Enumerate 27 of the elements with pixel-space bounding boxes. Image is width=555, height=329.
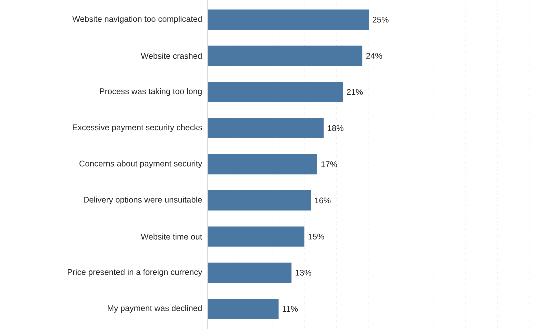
bar [208, 10, 369, 30]
data-label: 17% [322, 162, 338, 168]
y-tick-label: Excessive payment security checks [73, 124, 202, 132]
bar [208, 298, 279, 320]
bar [208, 226, 305, 247]
data-label: 21% [347, 89, 364, 96]
data-label: 11% [282, 306, 298, 312]
bar [208, 190, 312, 211]
y-tick-label: Website crashed [141, 53, 202, 60]
data-label: 24% [366, 53, 382, 59]
bar [208, 82, 344, 102]
data-label: 13% [296, 270, 312, 276]
y-tick-label: Delivery options were unsuitable [84, 196, 202, 205]
data-label: 16% [315, 198, 331, 204]
data-label: 25% [372, 16, 389, 23]
y-tick-label: Process was taking too long [100, 88, 202, 96]
data-label: 15% [308, 234, 324, 240]
y-tick-label: My payment was declined [108, 305, 202, 313]
bar [208, 118, 324, 138]
y-tick-label: Price presented in a foreign currency [68, 269, 202, 277]
bar [208, 154, 318, 175]
y-tick-label: Concerns about payment security [80, 160, 202, 168]
data-label: 18% [328, 125, 344, 132]
y-tick-label: Website time out [141, 234, 202, 240]
bar [208, 46, 363, 66]
y-tick-label: Website navigation too complicated [72, 16, 202, 24]
bar [208, 262, 292, 284]
